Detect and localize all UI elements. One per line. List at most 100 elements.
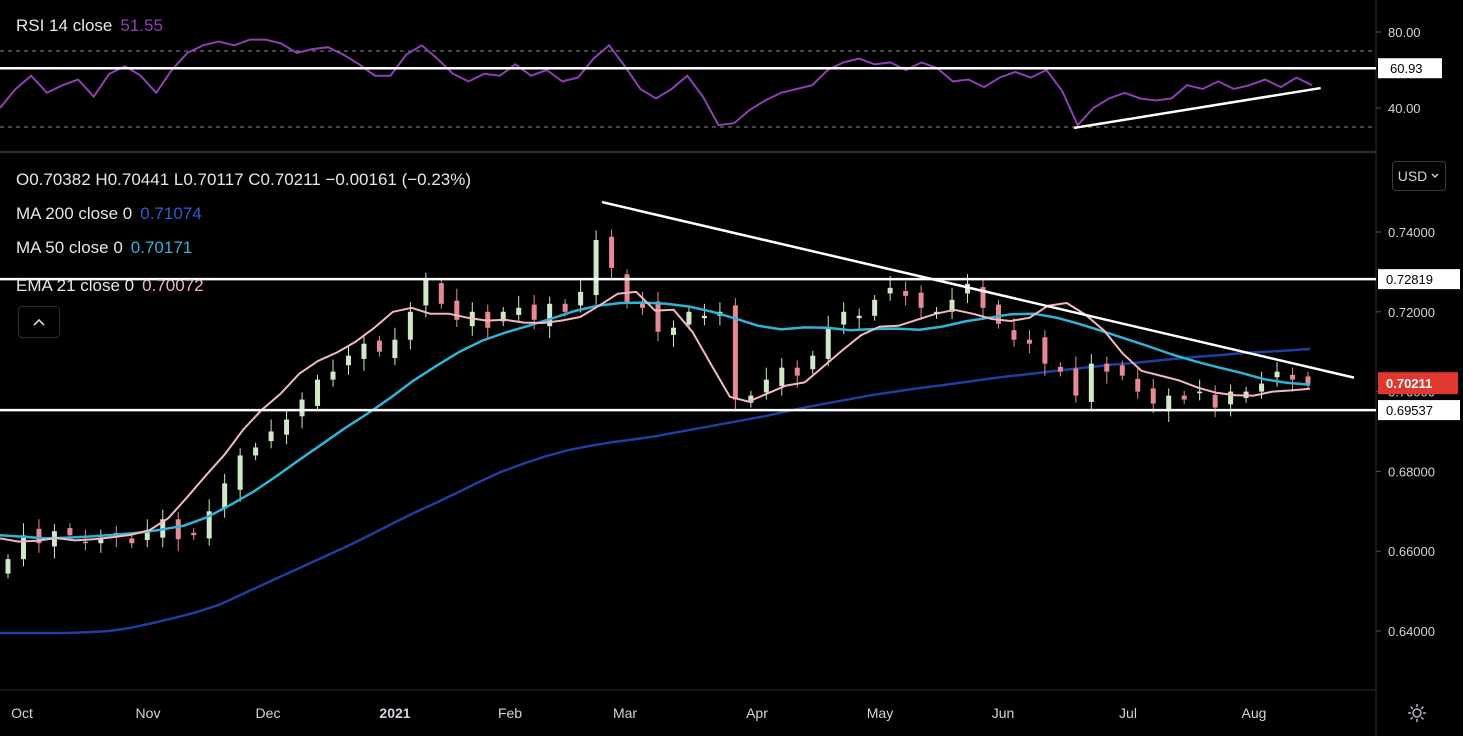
rsi-tick-label: 80.00 xyxy=(1388,25,1421,40)
candle-body xyxy=(268,431,274,442)
candle xyxy=(237,448,243,502)
time-tick-label[interactable]: Apr xyxy=(746,705,768,721)
candle-body xyxy=(1197,391,1203,394)
price-tick-label: 0.72000 xyxy=(1388,305,1435,320)
candle-body xyxy=(1073,368,1079,396)
currency-label: USD xyxy=(1397,168,1428,184)
candle xyxy=(330,359,336,387)
rsi-label: RSI 14 close xyxy=(16,16,113,35)
chevron-down-icon xyxy=(1431,173,1439,178)
candle-body xyxy=(640,303,646,308)
chart-settings-button[interactable] xyxy=(1403,700,1431,726)
candle-body xyxy=(763,379,769,393)
currency-selector[interactable]: USD xyxy=(1392,161,1446,191)
ohlc-low: L0.70117 xyxy=(173,170,244,189)
ohlc-high: H0.70441 xyxy=(95,170,170,189)
candle-body xyxy=(376,340,382,352)
candle-body xyxy=(20,535,26,560)
candle xyxy=(995,299,1001,329)
candle xyxy=(1197,379,1203,401)
candle-body xyxy=(222,483,228,509)
rsi-value: 51.55 xyxy=(120,16,163,35)
time-tick-label[interactable]: 2021 xyxy=(379,705,410,721)
candle xyxy=(732,298,738,412)
chevron-up-icon xyxy=(33,318,45,326)
ma50-value: 0.70171 xyxy=(130,238,193,257)
candle-body xyxy=(980,287,986,308)
candle-body xyxy=(1166,395,1172,410)
candle-body xyxy=(1026,339,1032,344)
candle xyxy=(593,230,599,305)
candle xyxy=(129,533,135,549)
candle xyxy=(1057,362,1063,377)
time-tick-label[interactable]: Dec xyxy=(256,705,281,721)
candle xyxy=(516,295,522,323)
candle xyxy=(36,519,42,553)
time-tick-label[interactable]: Mar xyxy=(613,705,637,721)
time-tick-label[interactable]: Oct xyxy=(11,705,33,721)
price-tick-label: 0.68000 xyxy=(1388,464,1435,479)
time-tick-label[interactable]: May xyxy=(867,705,893,721)
candle xyxy=(856,308,862,331)
rsi-pane xyxy=(0,38,1376,130)
candle-body xyxy=(392,339,398,359)
candle-body xyxy=(732,305,738,400)
ohlc-legend: O0.70382 H0.70441 L0.70117 C0.70211 −0.0… xyxy=(16,170,471,190)
ema21-line xyxy=(0,290,1311,543)
candle xyxy=(609,229,615,280)
candle xyxy=(1011,318,1017,347)
candle xyxy=(1181,390,1187,405)
candle xyxy=(454,288,460,327)
candle xyxy=(392,327,398,366)
ema21-value: 0.70072 xyxy=(142,276,204,295)
candle-body xyxy=(144,531,150,541)
chart-grid xyxy=(0,0,1377,736)
candle-body xyxy=(206,511,212,539)
candle-body xyxy=(903,291,909,296)
candle-body xyxy=(562,303,568,312)
time-tick-label[interactable]: Jul xyxy=(1119,705,1137,721)
rsi-level-label-bg xyxy=(1378,58,1442,79)
time-tick-label[interactable]: Jun xyxy=(992,705,1015,721)
candle-body xyxy=(1119,365,1125,376)
time-axis[interactable]: Oct Nov Dec 2021 Feb Mar Apr May Jun Jul Aug xyxy=(11,705,1266,721)
candle-body xyxy=(872,299,878,316)
candle-body xyxy=(253,447,259,456)
candle-body xyxy=(686,311,692,325)
rsi-level-label: 60.93 xyxy=(1390,61,1423,76)
price-axis[interactable]: 0.728190.695370.740000.720000.700000.680… xyxy=(1376,25,1460,639)
ma200-line xyxy=(0,347,1311,635)
candle xyxy=(284,409,290,445)
candle xyxy=(1073,356,1079,403)
candle-body xyxy=(1181,395,1187,400)
candle xyxy=(1274,362,1280,387)
time-tick-label[interactable]: Feb xyxy=(498,705,522,721)
ma50-line xyxy=(0,301,1311,540)
candle-body xyxy=(547,303,553,327)
time-tick-label[interactable]: Nov xyxy=(136,705,161,721)
rsi-legend: RSI 14 close 51.55 xyxy=(16,16,163,36)
collapse-legend-button[interactable] xyxy=(18,306,60,338)
candle-body xyxy=(82,541,88,544)
candle xyxy=(1088,354,1094,412)
candle-body xyxy=(5,559,11,574)
candle xyxy=(175,512,181,552)
candle-body xyxy=(1259,383,1265,392)
candle xyxy=(1135,366,1141,399)
candle-body xyxy=(67,528,73,536)
candle xyxy=(98,529,104,553)
candle-body xyxy=(500,311,506,322)
level-label: 0.69537 xyxy=(1386,403,1433,418)
candle-body xyxy=(779,367,785,387)
candle xyxy=(253,442,259,461)
rsi-trendline xyxy=(1073,86,1321,130)
time-tick-label[interactable]: Aug xyxy=(1242,705,1267,721)
candle xyxy=(1228,384,1234,417)
candle-body xyxy=(748,395,754,403)
candle-body xyxy=(655,301,661,332)
candle xyxy=(980,279,986,320)
candle-body xyxy=(856,315,862,319)
price-tick-label: 0.74000 xyxy=(1388,225,1435,240)
candle xyxy=(949,287,955,319)
